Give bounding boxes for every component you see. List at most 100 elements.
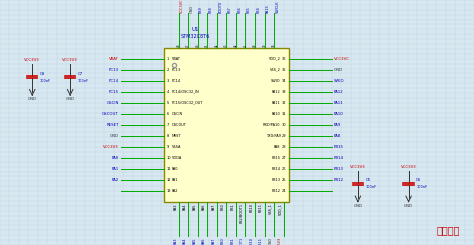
Text: 39: 39: [263, 43, 266, 47]
Text: RESET: RESET: [107, 123, 119, 127]
Text: 34: 34: [282, 79, 286, 83]
Text: GND: GND: [190, 5, 193, 13]
Text: PA10: PA10: [334, 112, 344, 116]
Text: PB13: PB13: [272, 178, 281, 182]
Text: PB0: PB0: [221, 237, 225, 244]
Text: PA1: PA1: [172, 178, 179, 182]
Text: 芯片电路: 芯片电路: [436, 225, 460, 235]
Text: PB11: PB11: [259, 237, 263, 245]
Text: PB8: PB8: [209, 6, 213, 13]
Text: PA2: PA2: [172, 189, 179, 193]
Text: PB12: PB12: [334, 178, 344, 182]
Text: PA1: PA1: [112, 167, 119, 171]
Text: PA12: PA12: [272, 90, 281, 94]
Text: 8: 8: [166, 134, 169, 138]
Text: 30: 30: [282, 123, 286, 127]
Text: VBAT: VBAT: [109, 57, 119, 61]
Text: PA11: PA11: [272, 101, 281, 105]
Text: VDD_1: VDD_1: [278, 203, 282, 215]
Text: PA4: PA4: [183, 237, 187, 244]
Text: PB1: PB1: [230, 237, 235, 244]
Text: GND: GND: [269, 237, 273, 245]
Text: PB15: PB15: [272, 156, 281, 160]
Text: PC14: PC14: [172, 79, 181, 83]
Text: PA8: PA8: [274, 145, 281, 149]
Text: PB12: PB12: [272, 189, 281, 193]
Text: PA0: PA0: [112, 156, 119, 160]
Text: PB14: PB14: [272, 167, 281, 171]
Text: VCC3V3: VCC3V3: [103, 145, 119, 149]
Text: PA5: PA5: [192, 237, 196, 244]
Text: NRST: NRST: [172, 134, 182, 138]
Text: VSS_1: VSS_1: [269, 203, 273, 214]
Text: PA15: PA15: [266, 4, 270, 13]
Text: 42: 42: [234, 43, 238, 47]
Text: VCC3V3: VCC3V3: [62, 58, 78, 62]
Text: 36: 36: [282, 57, 286, 61]
Text: C5: C5: [365, 178, 371, 182]
Text: PA9: PA9: [334, 123, 341, 127]
Text: PA2: PA2: [112, 178, 119, 182]
Text: VDD_2: VDD_2: [269, 57, 281, 61]
Text: GND: GND: [404, 204, 413, 208]
Text: 100nF: 100nF: [78, 79, 89, 83]
Text: GND: GND: [28, 97, 36, 101]
Text: 7: 7: [166, 123, 169, 127]
Text: OSCOUT: OSCOUT: [102, 112, 119, 116]
Text: PA5: PA5: [192, 203, 196, 210]
Text: PA0: PA0: [172, 167, 179, 171]
Text: BOOT1: BOOT1: [240, 237, 244, 245]
Text: 4: 4: [166, 90, 169, 94]
Text: 29: 29: [282, 134, 286, 138]
Text: OSCIN: OSCIN: [172, 112, 183, 116]
Text: 13: 13: [166, 189, 171, 193]
Text: 45: 45: [205, 43, 209, 47]
Text: 12: 12: [166, 178, 171, 182]
Text: VBAT: VBAT: [172, 57, 181, 61]
Text: 44: 44: [215, 43, 219, 47]
Text: 2: 2: [166, 68, 169, 72]
Text: 3: 3: [166, 79, 169, 83]
Text: PB10: PB10: [249, 203, 254, 212]
Text: 9: 9: [166, 145, 169, 149]
Text: VDDA: VDDA: [172, 156, 182, 160]
Text: PA6: PA6: [202, 237, 206, 244]
Text: PA7: PA7: [211, 203, 215, 210]
Text: VCC3V3: VCC3V3: [24, 58, 40, 62]
Text: C7: C7: [78, 72, 83, 76]
Text: 10: 10: [166, 156, 171, 160]
Text: 32: 32: [282, 101, 286, 105]
Text: PB15: PB15: [334, 145, 344, 149]
Bar: [164, 48, 289, 202]
Text: PB10: PB10: [249, 237, 254, 245]
Text: PA12: PA12: [334, 90, 344, 94]
Text: PA3: PA3: [173, 237, 177, 244]
Text: 46: 46: [196, 43, 200, 47]
Text: 100nF: 100nF: [40, 79, 51, 83]
Text: 48: 48: [177, 43, 181, 47]
Text: PB0: PB0: [221, 203, 225, 210]
Text: 26: 26: [282, 167, 286, 171]
Text: STM32C8T6: STM32C8T6: [180, 34, 210, 39]
Text: 47: 47: [186, 43, 190, 47]
Text: GND: GND: [110, 134, 119, 138]
Text: VCC3V3: VCC3V3: [350, 165, 366, 169]
Text: PB2/BOOT1: PB2/BOOT1: [240, 203, 244, 223]
Text: 33: 33: [282, 90, 286, 94]
Text: PA3: PA3: [173, 203, 177, 210]
Text: PC13: PC13: [109, 68, 119, 72]
Text: VCC3V3: VCC3V3: [278, 237, 282, 245]
Text: PC15/OSC32_OUT: PC15/OSC32_OUT: [172, 101, 203, 105]
Text: PB1: PB1: [230, 203, 235, 210]
Text: 27: 27: [282, 156, 286, 160]
Text: 1: 1: [166, 57, 169, 61]
Text: PB9: PB9: [199, 6, 203, 13]
Text: 100nF: 100nF: [416, 185, 427, 189]
Text: RXD/PA10: RXD/PA10: [263, 123, 281, 127]
Text: PA6: PA6: [202, 203, 206, 210]
Text: PC15: PC15: [109, 90, 119, 94]
Text: 6: 6: [166, 112, 169, 116]
Text: OSCIN: OSCIN: [107, 101, 119, 105]
Text: TXD/PA9: TXD/PA9: [266, 134, 281, 138]
Text: C8: C8: [40, 72, 45, 76]
